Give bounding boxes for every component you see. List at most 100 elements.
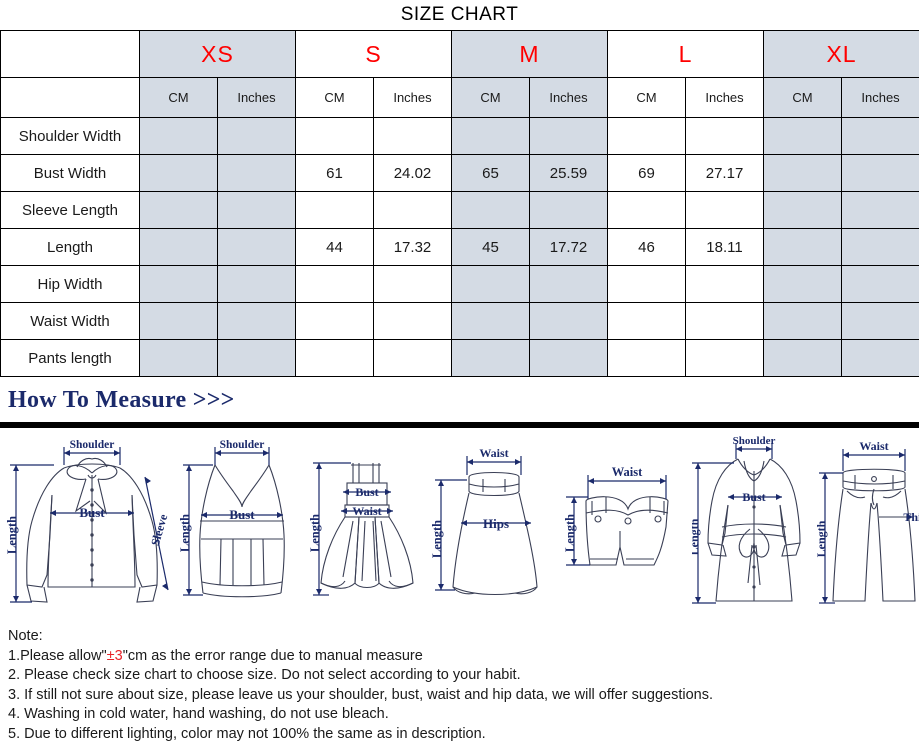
unit-header-xl-inches: Inches xyxy=(841,77,919,118)
cell-s-cm xyxy=(295,339,374,377)
figure-blouse: Shoulder Bust Length Sleeve xyxy=(2,435,177,621)
unit-header-m-cm: CM xyxy=(451,77,530,118)
cell-xl-cm xyxy=(763,117,843,155)
size-header-xl: XL xyxy=(763,30,919,78)
cell-xl-cm xyxy=(763,339,843,377)
cell-s-cm xyxy=(295,191,374,229)
unit-header-m-inches: Inches xyxy=(528,77,609,118)
cell-l-cm: 69 xyxy=(607,154,687,192)
cell-xs-inches xyxy=(217,302,296,340)
figure-label-bust: Bust xyxy=(229,507,255,522)
unit-header-row: CM Inches CM Inches CM Inches CM Inches CM Inches xyxy=(0,77,919,118)
cell-xl-inches xyxy=(841,265,919,303)
cell-m-cm: 65 xyxy=(451,154,530,192)
cell-s-inches: 24.02 xyxy=(373,154,452,192)
unit-header-l-inches: Inches xyxy=(685,77,765,118)
figure-shorts: Waist Length xyxy=(562,435,692,621)
table-row: Hip Width xyxy=(0,265,919,303)
cell-xl-inches xyxy=(841,191,919,229)
cell-m-inches xyxy=(528,265,609,303)
cell-xs-cm xyxy=(139,302,218,340)
cell-l-inches xyxy=(685,117,765,155)
cell-l-cm xyxy=(607,265,687,303)
note-line-4: 4. Washing in cold water, hand washing, … xyxy=(8,706,389,722)
page-title: SIZE CHART xyxy=(400,4,519,25)
note-line-1: 1.Please allow"±3"cm as the error range … xyxy=(8,647,919,667)
cell-l-inches: 18.11 xyxy=(685,228,765,266)
figure-label-hips: Hips xyxy=(483,516,509,531)
cell-m-cm xyxy=(451,191,530,229)
unit-header-s-inches: Inches xyxy=(373,77,452,118)
table-row: Waist Width xyxy=(0,302,919,340)
cell-s-cm: 44 xyxy=(295,228,374,266)
cell-s-inches xyxy=(373,265,452,303)
table-row: Bust Width 61 24.02 65 25.59 69 27.17 xyxy=(0,154,919,192)
row-label-hip-width: Hip Width xyxy=(0,265,140,303)
size-header-m: M xyxy=(450,30,609,78)
note-1-tolerance: ±3 xyxy=(106,647,123,664)
note-1-part-b: "cm as the error range due to manual mea… xyxy=(122,647,423,664)
cell-l-inches: 27.17 xyxy=(685,154,765,192)
table-row: Sleeve Length xyxy=(0,191,919,229)
figure-label-length: Length xyxy=(308,514,322,552)
cell-m-inches: 17.72 xyxy=(528,228,609,266)
cell-s-cm: 61 xyxy=(295,154,374,192)
how-to-measure-heading: How To Measure >>> xyxy=(8,387,235,413)
cell-xs-cm xyxy=(139,228,218,266)
figure-label-waist: Waist xyxy=(612,465,643,479)
cell-s-cm xyxy=(295,117,374,155)
figure-label-bust: Bust xyxy=(355,485,378,499)
cell-xl-cm xyxy=(763,265,843,303)
cell-xs-inches xyxy=(217,191,296,229)
cell-xl-inches xyxy=(841,154,919,192)
cell-l-inches xyxy=(685,265,765,303)
note-1-part-a: 1.Please allow" xyxy=(8,647,107,664)
cell-s-inches xyxy=(373,191,452,229)
cell-m-cm xyxy=(451,265,530,303)
cell-m-inches xyxy=(528,302,609,340)
cell-xs-cm xyxy=(139,117,218,155)
notes-heading: Note: xyxy=(8,628,43,644)
size-header-xs: XS xyxy=(139,30,296,78)
cell-xs-cm xyxy=(139,191,218,229)
cell-s-inches xyxy=(373,339,452,377)
cell-m-inches xyxy=(528,191,609,229)
table-corner-cell-2 xyxy=(0,77,140,118)
cell-l-cm: 46 xyxy=(607,228,687,266)
cell-xl-cm xyxy=(763,191,843,229)
unit-header-xs-cm: CM xyxy=(139,77,218,118)
table-row: Length 44 17.32 45 17.72 46 18.11 xyxy=(0,228,919,266)
cell-l-cm xyxy=(607,339,687,377)
figure-label-waist: Waist xyxy=(859,439,888,453)
cell-xl-inches xyxy=(841,117,919,155)
row-label-waist-width: Waist Width xyxy=(0,302,140,340)
how-to-measure-section: How To Measure >>> xyxy=(0,387,919,435)
cell-s-cm xyxy=(295,265,374,303)
figure-label-waist: Waist xyxy=(479,446,508,460)
row-label-sleeve-length: Sleeve Length xyxy=(0,191,140,229)
size-header-l: L xyxy=(607,30,765,78)
row-label-length: Length xyxy=(0,228,140,266)
cell-xs-inches xyxy=(217,117,296,155)
cell-l-cm xyxy=(607,117,687,155)
cell-l-cm xyxy=(607,191,687,229)
cell-xl-inches xyxy=(841,339,919,377)
cell-s-cm xyxy=(295,302,374,340)
figure-label-bust: Bust xyxy=(79,505,105,520)
unit-header-xl-cm: CM xyxy=(763,77,843,118)
cell-m-cm xyxy=(451,302,530,340)
figure-label-length: Length xyxy=(430,520,444,558)
cell-xs-cm xyxy=(139,265,218,303)
cell-m-inches: 25.59 xyxy=(528,154,609,192)
note-line-5: 5. Due to different lighting, color may … xyxy=(8,725,486,742)
figure-skirt: Waist Hips Length xyxy=(427,435,562,621)
garment-illustrations: Shoulder Bust Length Sleeve xyxy=(0,435,919,621)
figure-label-shoulder: Shoulder xyxy=(733,435,776,447)
cell-l-inches xyxy=(685,191,765,229)
row-label-bust-width: Bust Width xyxy=(0,154,140,192)
cell-m-inches xyxy=(528,339,609,377)
cell-m-cm: 45 xyxy=(451,228,530,266)
cell-m-cm xyxy=(451,117,530,155)
figure-label-length: Length xyxy=(5,516,19,554)
size-header-row: XS S M L XL xyxy=(0,30,919,78)
